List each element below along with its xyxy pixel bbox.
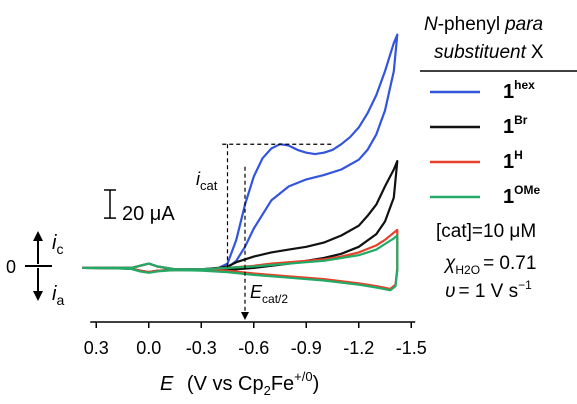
series-line-0 (82, 33, 399, 274)
legend-label-1: 1Br (503, 113, 528, 138)
x-tick-label-2: -0.3 (186, 338, 217, 358)
legend-items: 1hex 1Br 1H 1OMe (430, 78, 540, 208)
legend-label-2: 1H (503, 148, 523, 173)
ecat-label: Ecat/2 (250, 282, 288, 306)
x-axis: 0.3 0.0 -0.3 -0.6 -0.9 -1.2 -1.5 (84, 321, 427, 358)
cond-concentration: [cat]=10 μM (436, 221, 536, 242)
annotation-layer (222, 143, 333, 320)
scale-bar: 20 μA (104, 189, 175, 225)
series-line-3 (82, 234, 399, 292)
series-layer (82, 33, 399, 292)
icat-label: icat (196, 169, 218, 193)
legend-title-line1: N-phenyl para (424, 14, 543, 35)
x-tick-label-4: -0.9 (291, 338, 322, 358)
y-anodic-label: ia (52, 283, 64, 308)
legend-title-line2: substituent X (434, 42, 544, 63)
y-cathodic-label: ic (52, 232, 63, 257)
y-indicator-arrowhead-up (33, 231, 43, 241)
x-tick-label-0: 0.3 (84, 338, 109, 358)
x-axis-title: E (V vs Cp2Fe+/0) (160, 369, 319, 398)
x-tick-label-1: 0.0 (136, 338, 161, 358)
ecat-arrowhead (241, 312, 249, 320)
scale-bar-label: 20 μA (122, 203, 175, 225)
x-tick-label-5: -1.2 (343, 338, 374, 358)
cond-scan-rate: υ = 1 V s−1 (445, 278, 532, 302)
legend-label-3: 1OMe (503, 183, 540, 208)
conditions: [cat]=10 μM χH2O = 0.71 υ = 1 V s−1 (436, 221, 536, 302)
legend: N-phenyl para substituent X 1hex 1Br 1H 1OMe (420, 14, 577, 208)
x-tick-label-6: -1.5 (396, 338, 427, 358)
y-zero-label: 0 (6, 257, 16, 277)
x-tick-label-3: -0.6 (238, 338, 269, 358)
y-current-indicator: 0 ic ia (6, 231, 64, 308)
y-indicator-arrowhead-down (33, 291, 43, 301)
legend-label-0: 1hex (503, 78, 535, 103)
cond-water-fraction: χH2O = 0.71 (443, 253, 536, 277)
series-line-2 (82, 228, 399, 290)
